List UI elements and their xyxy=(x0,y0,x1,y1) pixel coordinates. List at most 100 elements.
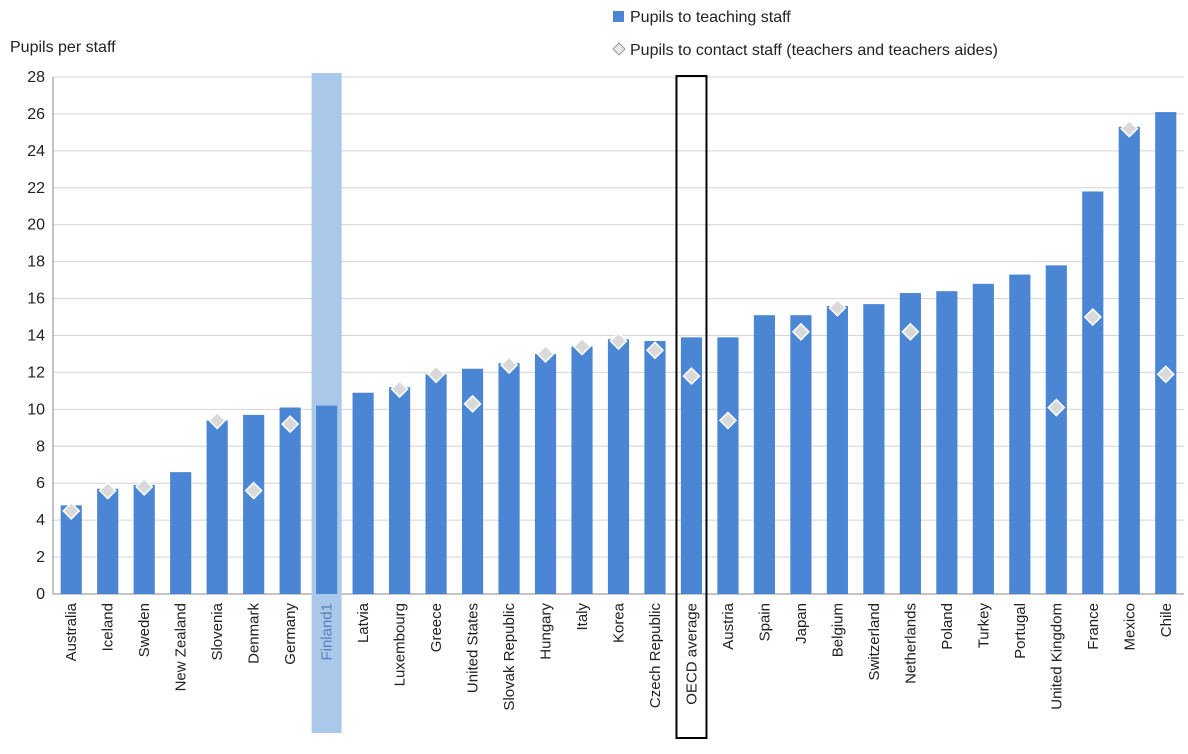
marker-slovenia xyxy=(208,411,227,430)
x-tick-label: Belgium xyxy=(829,603,846,657)
y-tick-label: 22 xyxy=(27,180,45,197)
marker-luxembourg xyxy=(390,379,409,399)
legend-swatch-teaching xyxy=(613,11,624,22)
bar-slovenia xyxy=(206,420,228,594)
x-tick-label: Australia xyxy=(63,602,80,661)
marker-austria xyxy=(718,411,738,430)
bar-hungary xyxy=(534,353,557,594)
finland-highlight-band xyxy=(311,73,342,733)
bar-spain xyxy=(753,315,776,594)
bar-greece xyxy=(425,374,447,594)
bar-korea xyxy=(607,339,630,594)
legend-swatch-contact xyxy=(612,42,626,56)
legend-label-contact: Pupils to contact staff (teachers and te… xyxy=(630,42,998,59)
x-tick-label: New Zealand xyxy=(173,603,190,691)
bar-sweden xyxy=(133,485,155,594)
marker-australia xyxy=(62,501,81,520)
oecd-average-box xyxy=(675,75,708,739)
x-tick-label: Austria xyxy=(720,602,737,649)
x-tick-label: Hungary xyxy=(538,603,555,660)
bar-finland1 xyxy=(316,405,338,594)
marker-slovak-republic xyxy=(499,355,519,375)
bar-poland xyxy=(936,291,958,594)
bar-switzerland xyxy=(863,304,885,594)
y-tick-label: 28 xyxy=(27,69,45,86)
marker-germany xyxy=(281,415,300,434)
x-tick-label: Switzerland xyxy=(866,603,883,681)
marker-united-states xyxy=(463,394,482,413)
x-tick-label: United States xyxy=(465,603,482,693)
x-tick-label: Poland xyxy=(939,603,956,650)
x-tick-label: Mexico xyxy=(1121,603,1138,651)
marker-france xyxy=(1083,307,1102,327)
bar-australia xyxy=(60,505,82,594)
bar-united-states xyxy=(461,368,484,594)
bar-united-kingdom xyxy=(1045,265,1067,594)
y-tick-label: 26 xyxy=(27,106,45,123)
marker-oecd-average xyxy=(682,367,701,386)
bar-austria xyxy=(717,337,739,594)
bar-belgium xyxy=(826,305,848,594)
x-tick-label: Turkey xyxy=(975,603,992,649)
bar-portugal xyxy=(1009,274,1031,594)
y-tick-label: 2 xyxy=(36,549,45,566)
bar-iceland xyxy=(97,488,119,594)
x-tick-label: Slovenia xyxy=(209,602,226,660)
bar-japan xyxy=(790,315,812,594)
marker-italy xyxy=(572,337,592,356)
x-tick-label: Luxembourg xyxy=(392,603,409,686)
x-tick-label: Greece xyxy=(428,603,445,652)
bar-latvia xyxy=(352,392,374,594)
marker-iceland xyxy=(98,481,117,500)
y-tick-label: 18 xyxy=(27,254,45,271)
marker-netherlands xyxy=(901,322,920,341)
y-tick-label: 8 xyxy=(36,438,45,455)
legend-label-teaching: Pupils to teaching staff xyxy=(630,9,791,26)
x-tick-label: OECD average xyxy=(683,603,700,705)
marker-denmark xyxy=(244,481,263,500)
marker-united-kingdom xyxy=(1047,398,1066,417)
marker-belgium xyxy=(828,298,847,317)
x-tick-label: Finland1 xyxy=(319,603,336,661)
x-tick-label: France xyxy=(1085,603,1102,650)
bar-turkey xyxy=(972,283,994,594)
x-tick-label: Czech Republic xyxy=(647,603,664,709)
x-tick-label: Slovak Republic xyxy=(501,603,518,711)
bar-oecd-average xyxy=(680,337,703,594)
x-tick-label: Spain xyxy=(756,603,773,641)
marker-korea xyxy=(609,331,628,351)
x-tick-label: Latvia xyxy=(355,602,372,643)
marker-czech-republic xyxy=(645,341,665,360)
x-tick-label: Korea xyxy=(611,602,628,643)
bar-france xyxy=(1082,191,1104,594)
y-tick-label: 24 xyxy=(27,143,45,160)
x-tick-label: Iceland xyxy=(100,603,117,651)
legend: Pupils to teaching staff Pupils to conta… xyxy=(612,9,998,59)
marker-sweden xyxy=(135,477,154,496)
y-tick-label: 4 xyxy=(36,512,45,529)
marker-mexico xyxy=(1120,119,1139,138)
y-tick-label: 0 xyxy=(36,586,45,603)
y-tick-label: 6 xyxy=(36,475,45,492)
x-tick-label: United Kingdom xyxy=(1048,603,1065,710)
bar-mexico xyxy=(1118,126,1140,594)
marker-chile xyxy=(1156,365,1175,384)
y-tick-label: 10 xyxy=(27,401,45,418)
bar-luxembourg xyxy=(389,387,411,594)
bar-czech-republic xyxy=(644,341,666,594)
bar-netherlands xyxy=(899,293,921,594)
x-tick-label: Portugal xyxy=(1012,603,1029,659)
x-tick-label: Netherlands xyxy=(902,603,919,684)
bar-denmark xyxy=(243,414,265,594)
y-tick-label: 16 xyxy=(27,291,45,308)
marker-greece xyxy=(427,365,446,384)
x-tick-label: Japan xyxy=(793,603,810,644)
y-axis-label: Pupils per staff xyxy=(10,39,116,56)
marker-hungary xyxy=(536,344,555,364)
bar-chile xyxy=(1155,112,1177,594)
bar-slovak-republic xyxy=(498,363,520,594)
marker-japan xyxy=(791,322,810,341)
y-tick-label: 20 xyxy=(27,217,45,234)
x-tick-label: Germany xyxy=(282,603,299,665)
